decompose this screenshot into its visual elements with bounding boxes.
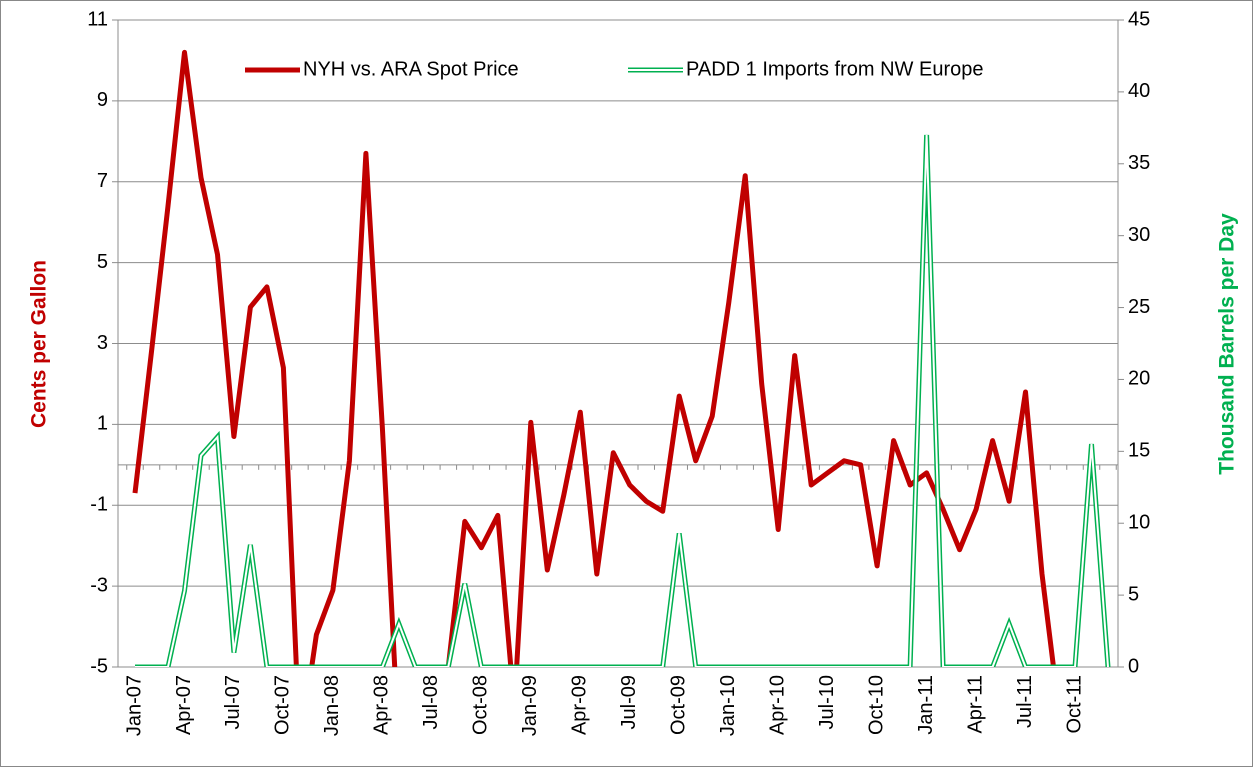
x-tick-label: Jul-09 xyxy=(618,675,640,729)
y-tick-label: 3 xyxy=(97,332,108,354)
x-tick-label: Oct-11 xyxy=(1063,675,1085,734)
legend-label: PADD 1 Imports from NW Europe xyxy=(686,58,983,80)
y-axis-title: Cents per Gallon xyxy=(28,260,51,428)
x-tick-label: Jan-08 xyxy=(321,675,343,736)
x-tick-label: Jan-10 xyxy=(717,675,739,736)
x-tick-label: Jul-07 xyxy=(222,675,244,729)
y-tick-label: -5 xyxy=(90,655,108,677)
y-tick-label: 11 xyxy=(87,8,108,30)
x-tick-label: Jan-09 xyxy=(519,675,541,736)
y-tick-label: 7 xyxy=(97,170,108,192)
y-tick-label: -3 xyxy=(90,574,108,596)
y2-tick-label: 20 xyxy=(1128,368,1150,390)
y2-tick-label: 45 xyxy=(1128,8,1150,30)
legend-label: NYH vs. ARA Spot Price xyxy=(303,58,519,80)
x-tick-label: Apr-08 xyxy=(371,675,393,735)
y2-tick-label: 25 xyxy=(1128,296,1150,318)
y2-tick-label: 40 xyxy=(1128,80,1150,102)
x-tick-label: Jan-07 xyxy=(123,675,145,736)
y2-tick-label: 30 xyxy=(1128,224,1150,246)
x-tick-label: Oct-07 xyxy=(272,675,294,735)
x-tick-label: Oct-09 xyxy=(668,675,690,735)
y-tick-label: 1 xyxy=(97,413,108,435)
plot-area xyxy=(132,49,1111,667)
y-tick-label: 5 xyxy=(97,251,108,273)
x-tick-label: Jan-11 xyxy=(915,675,937,735)
series-line xyxy=(132,49,1108,667)
x-tick-label: Apr-09 xyxy=(569,675,591,735)
x-tick-label: Oct-10 xyxy=(865,675,887,735)
x-tick-label: Oct-08 xyxy=(470,675,492,735)
y2-axis-title: Thousand Barrels per Day xyxy=(1216,213,1239,475)
x-tick-label: Apr-11 xyxy=(964,675,986,734)
x-tick-label: Jul-11 xyxy=(1014,675,1036,728)
x-tick-label: Apr-10 xyxy=(766,675,788,735)
y-tick-label: 9 xyxy=(97,89,108,111)
y2-tick-label: 10 xyxy=(1128,512,1150,534)
x-tick-label: Apr-07 xyxy=(173,675,195,735)
y-tick-label: -1 xyxy=(90,494,108,516)
y2-tick-label: 15 xyxy=(1128,440,1150,462)
x-tick-label: Jul-10 xyxy=(816,675,838,729)
x-tick-label: Jul-08 xyxy=(420,675,442,729)
y2-tick-label: 0 xyxy=(1128,655,1139,677)
y2-tick-label: 5 xyxy=(1128,583,1139,605)
y2-tick-label: 35 xyxy=(1128,152,1150,174)
